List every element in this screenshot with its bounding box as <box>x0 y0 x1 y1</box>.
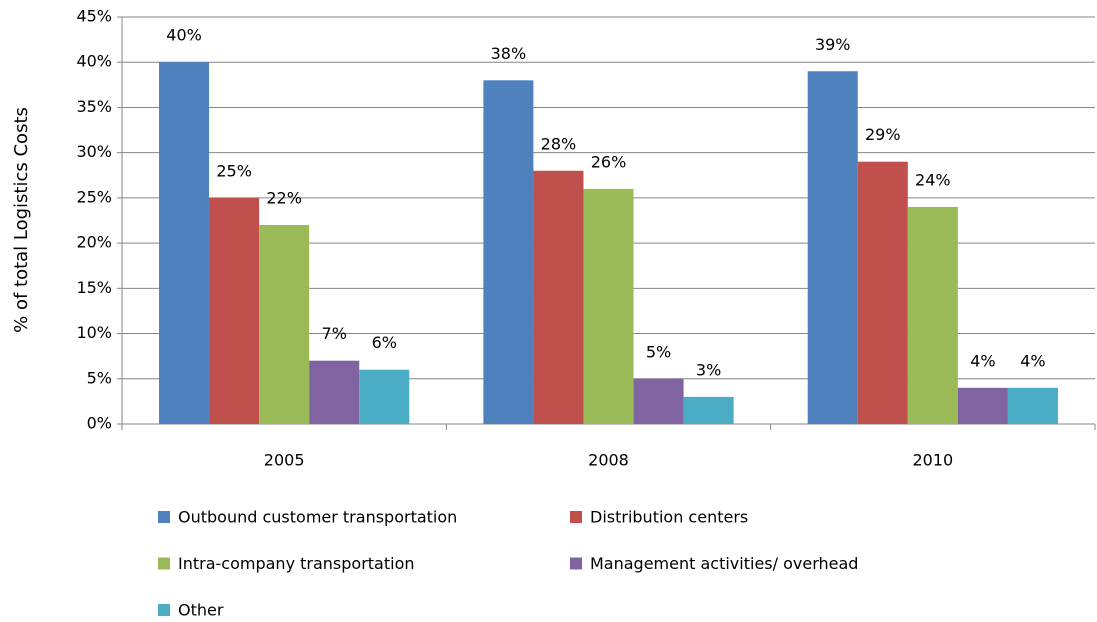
x-tick-label: 2005 <box>264 451 305 470</box>
bar <box>359 369 410 424</box>
bar <box>209 197 260 424</box>
x-tick-label: 2008 <box>588 451 629 470</box>
y-tick-label: 20% <box>76 233 112 252</box>
legend-label: Distribution centers <box>590 508 748 527</box>
legend-label: Management activities/ overhead <box>590 554 858 573</box>
data-label: 3% <box>696 360 721 379</box>
y-axis-title: % of total Logistics Costs <box>11 107 32 333</box>
x-tick-label: 2010 <box>912 451 953 470</box>
data-label: 38% <box>491 44 527 63</box>
legend-swatch <box>158 511 170 523</box>
bar <box>159 62 210 424</box>
data-label: 28% <box>541 134 577 153</box>
data-label: 40% <box>166 26 202 45</box>
y-tick-label: 5% <box>87 368 112 387</box>
bar <box>633 378 684 424</box>
y-tick-label: 0% <box>87 414 112 433</box>
y-tick-label: 15% <box>76 278 112 297</box>
y-tick-label: 45% <box>76 7 112 26</box>
legend-swatch <box>570 557 582 570</box>
y-tick-label: 25% <box>76 187 112 206</box>
y-tick-label: 40% <box>76 52 112 71</box>
legend-swatch <box>570 511 582 523</box>
bar <box>957 387 1008 424</box>
legend-label: Intra-company transportation <box>178 554 415 573</box>
bar <box>807 71 858 425</box>
legend-swatch <box>158 557 170 570</box>
bar <box>857 161 908 424</box>
legend-label: Outbound customer transportation <box>178 508 457 527</box>
bar <box>309 360 360 424</box>
data-label: 5% <box>646 342 671 361</box>
bar <box>583 188 634 424</box>
bar <box>483 80 534 425</box>
data-label: 25% <box>216 161 252 180</box>
data-label: 7% <box>322 324 347 343</box>
bar <box>533 170 584 424</box>
y-tick-label: 30% <box>76 142 112 161</box>
data-label: 24% <box>915 170 951 189</box>
legend-swatch <box>158 604 170 616</box>
data-label: 6% <box>372 333 397 352</box>
data-label: 4% <box>1020 351 1045 370</box>
data-label: 29% <box>865 125 901 144</box>
bar <box>259 225 310 424</box>
y-tick-label: 10% <box>76 323 112 342</box>
bar <box>1007 387 1058 424</box>
y-tick-label: 35% <box>76 97 112 116</box>
legend-label: Other <box>178 601 224 620</box>
bar <box>683 396 734 424</box>
bar <box>907 206 958 424</box>
data-label: 26% <box>591 152 627 171</box>
data-label: 39% <box>815 35 851 54</box>
data-label: 22% <box>266 189 302 208</box>
data-label: 4% <box>970 351 995 370</box>
